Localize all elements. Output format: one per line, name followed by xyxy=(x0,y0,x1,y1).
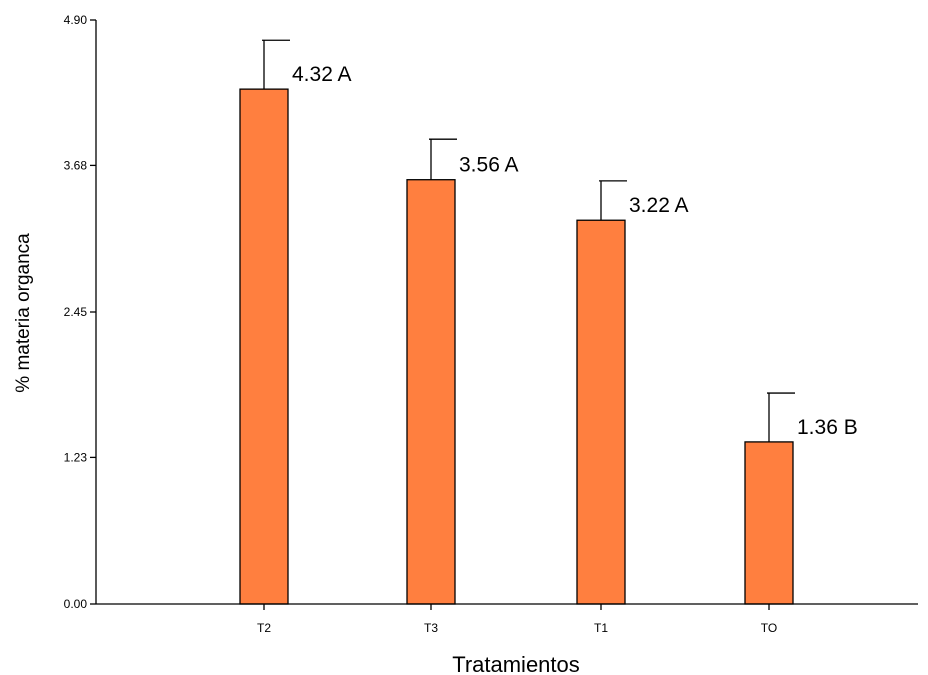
y-tick-label: 4.90 xyxy=(64,13,88,27)
x-tick-label: T1 xyxy=(594,621,608,635)
data-label: 4.32 A xyxy=(292,63,352,86)
x-tick-label: T2 xyxy=(257,621,271,635)
y-tick-label: 3.68 xyxy=(64,158,88,172)
bar xyxy=(576,219,626,605)
x-axis-title: Tratamientos xyxy=(452,652,580,675)
data-label: 1.36 B xyxy=(797,416,858,439)
data-label: 3.22 A xyxy=(629,194,689,217)
y-tick-label: 0.00 xyxy=(64,597,88,611)
x-tick-label: TO xyxy=(761,621,777,635)
y-tick-label: 1.23 xyxy=(64,450,88,464)
bar xyxy=(406,179,456,605)
data-label: 3.56 A xyxy=(459,154,519,177)
y-axis-title: % materia organca xyxy=(13,233,34,393)
x-tick-label: T3 xyxy=(424,621,438,635)
bar xyxy=(744,441,794,605)
x-axis-ticks: T2 T3 T1 TO xyxy=(257,604,777,635)
bars xyxy=(239,88,794,605)
y-tick-label: 2.45 xyxy=(64,305,88,319)
y-axis-ticks: 0.00 1.23 2.45 3.68 4.90 xyxy=(64,13,96,611)
bar xyxy=(239,88,289,605)
data-labels: 4.32 A 3.56 A 3.22 A 1.36 B xyxy=(292,63,858,439)
error-bars xyxy=(262,39,795,442)
